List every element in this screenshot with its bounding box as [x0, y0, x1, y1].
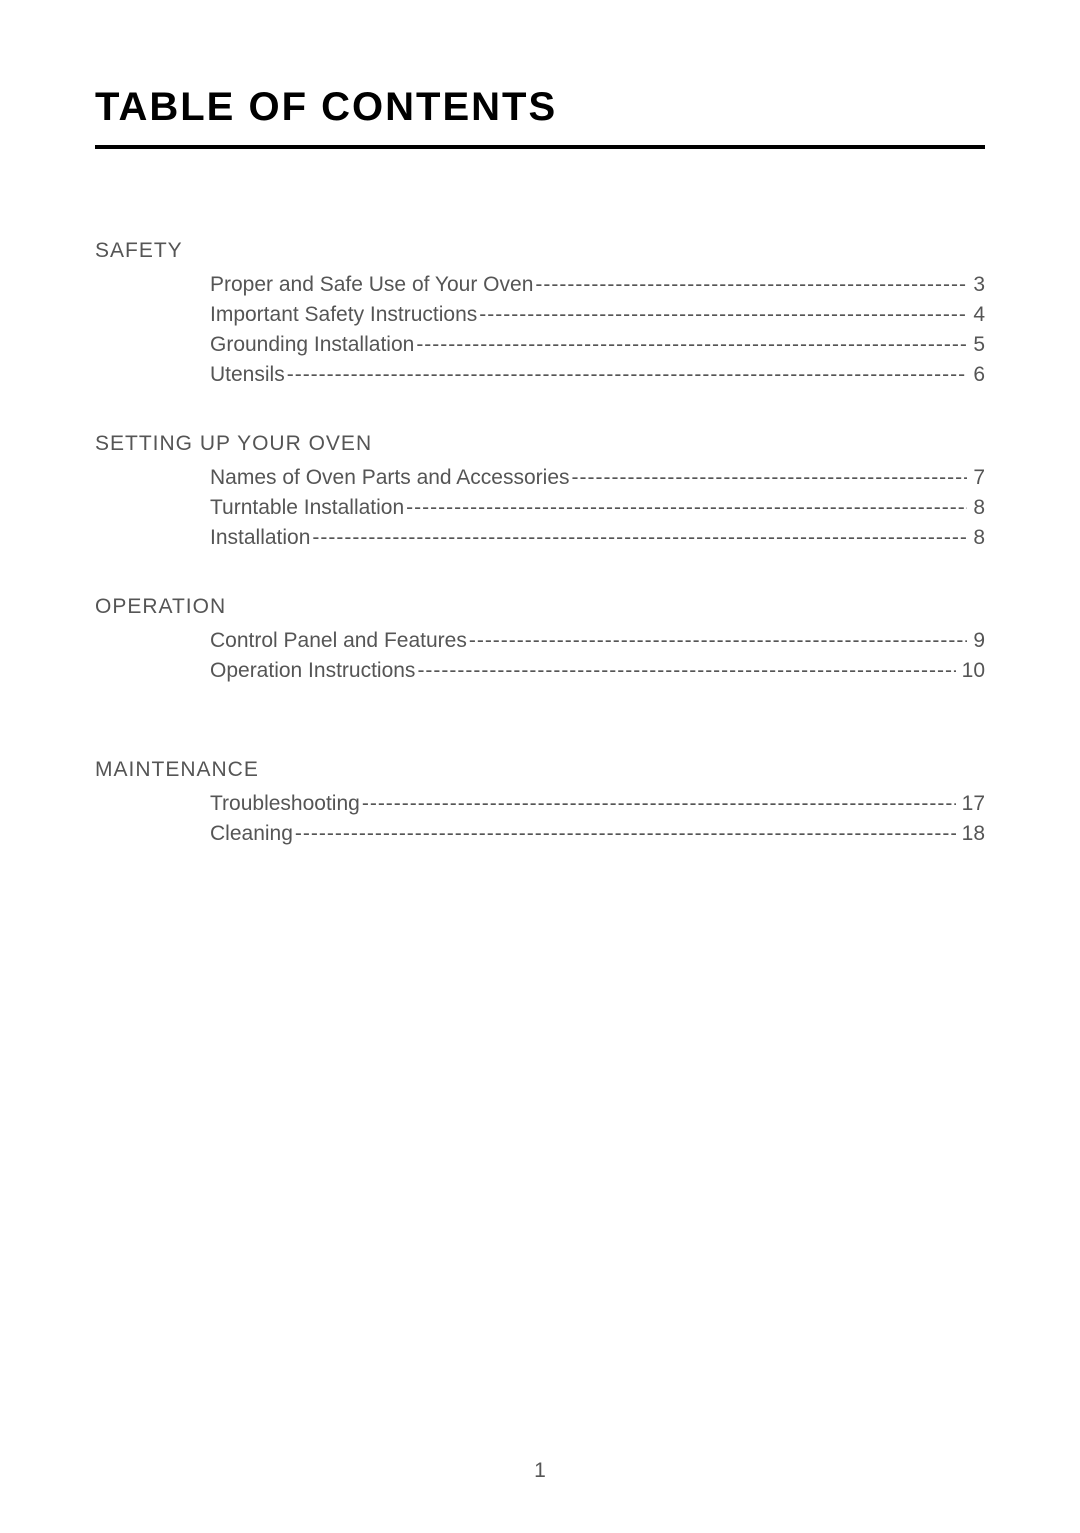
toc-leader — [295, 822, 956, 846]
toc-entry-page: 3 — [973, 273, 985, 297]
toc-leader — [572, 466, 968, 490]
toc-entry: Proper and Safe Use of Your Oven 3 — [210, 273, 985, 297]
toc-entry-page: 18 — [962, 822, 985, 846]
toc-entry: Cleaning 18 — [210, 822, 985, 846]
toc-leader — [287, 363, 968, 387]
toc-entry-page: 5 — [973, 333, 985, 357]
section-header-safety: SAFETY — [95, 239, 985, 263]
toc-entry-label: Proper and Safe Use of Your Oven — [210, 273, 533, 297]
toc-entry-label: Utensils — [210, 363, 285, 387]
title-rule — [95, 145, 985, 149]
page-number: 1 — [534, 1459, 546, 1483]
toc-leader — [312, 526, 967, 550]
toc-entry-label: Cleaning — [210, 822, 293, 846]
toc-entry-label: Grounding Installation — [210, 333, 414, 357]
toc-entry-page: 9 — [973, 629, 985, 653]
toc-leader — [362, 792, 956, 816]
section-header-setup: SETTING UP YOUR OVEN — [95, 432, 985, 456]
toc-entry-label: Control Panel and Features — [210, 629, 467, 653]
toc-entry-page: 6 — [973, 363, 985, 387]
toc-entry-page: 10 — [962, 659, 985, 683]
toc-leader — [479, 303, 967, 327]
toc-entry: Important Safety Instructions 4 — [210, 303, 985, 327]
toc-entry: Troubleshooting 17 — [210, 792, 985, 816]
section-header-maintenance: MAINTENANCE — [95, 758, 985, 782]
toc-entry: Installation 8 — [210, 526, 985, 550]
toc-entry-page: 4 — [973, 303, 985, 327]
toc-entry-page: 8 — [973, 526, 985, 550]
toc-entry: Grounding Installation 5 — [210, 333, 985, 357]
toc-entry: Utensils 6 — [210, 363, 985, 387]
toc-entry: Names of Oven Parts and Accessories 7 — [210, 466, 985, 490]
toc-leader — [535, 273, 967, 297]
toc-entry-page: 7 — [973, 466, 985, 490]
toc-leader — [469, 629, 967, 653]
toc-entry: Turntable Installation 8 — [210, 496, 985, 520]
toc-entry: Operation Instructions 10 — [210, 659, 985, 683]
toc-entry-label: Troubleshooting — [210, 792, 360, 816]
toc-entry-label: Names of Oven Parts and Accessories — [210, 466, 570, 490]
toc-entry: Control Panel and Features 9 — [210, 629, 985, 653]
section-header-operation: OPERATION — [95, 595, 985, 619]
page-title: TABLE OF CONTENTS — [95, 85, 985, 130]
toc-entry-label: Turntable Installation — [210, 496, 404, 520]
toc-entry-label: Important Safety Instructions — [210, 303, 477, 327]
toc-entry-page: 8 — [973, 496, 985, 520]
toc-entry-page: 17 — [962, 792, 985, 816]
toc-leader — [417, 659, 955, 683]
toc-leader — [406, 496, 967, 520]
toc-leader — [416, 333, 967, 357]
toc-entry-label: Operation Instructions — [210, 659, 415, 683]
toc-entry-label: Installation — [210, 526, 310, 550]
